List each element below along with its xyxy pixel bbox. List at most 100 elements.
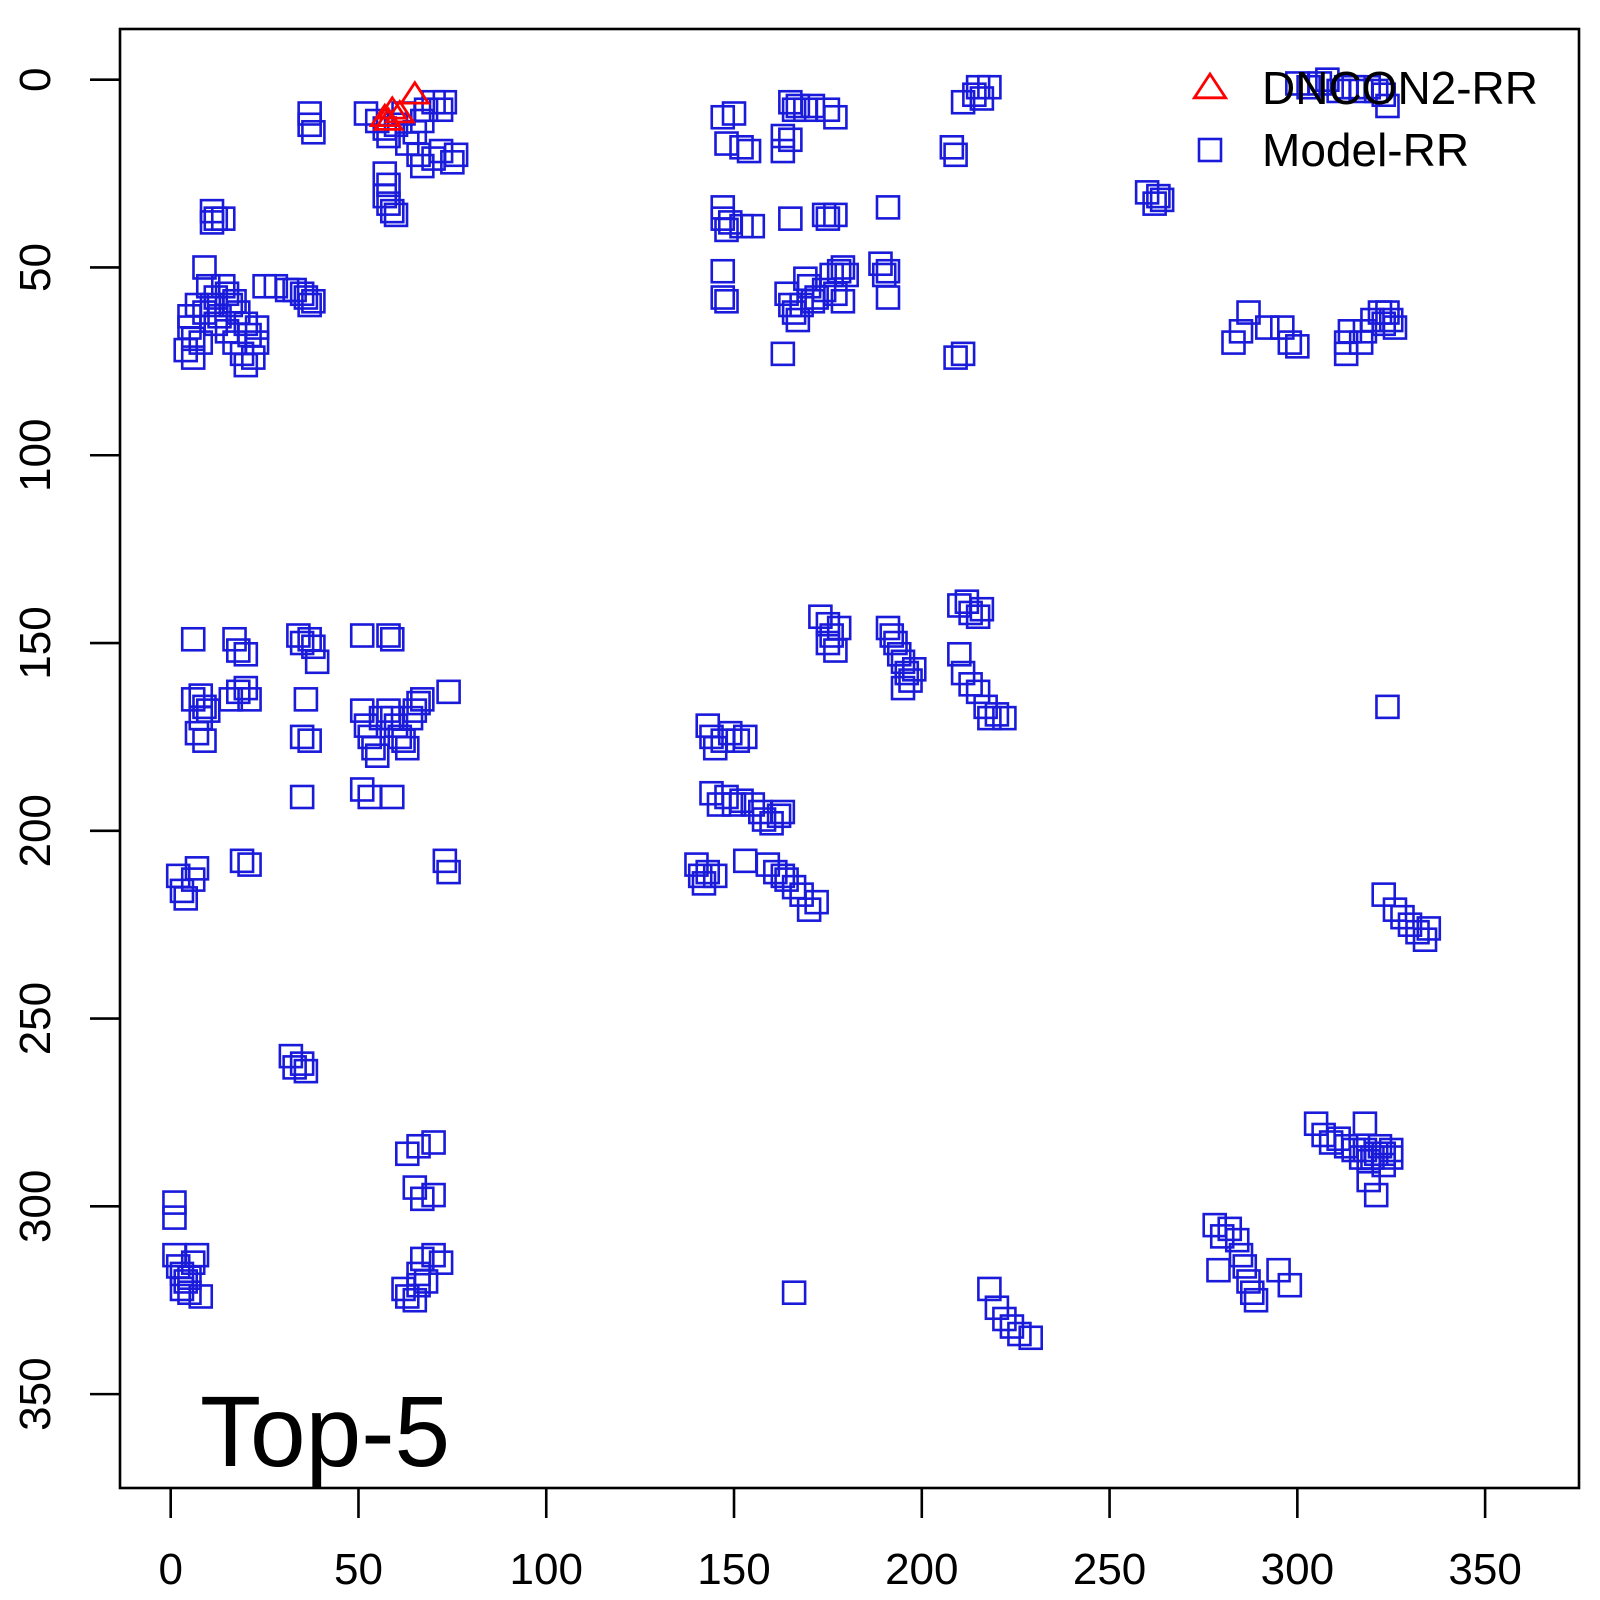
point-model-rr <box>293 1058 319 1084</box>
point-model-rr <box>1378 307 1404 333</box>
point-model-rr <box>410 687 435 712</box>
point-model-rr <box>1382 897 1408 922</box>
point-model-rr <box>830 255 856 280</box>
point-dncon2-rr <box>376 95 409 120</box>
point-model-rr <box>1232 1254 1258 1279</box>
point-model-rr <box>180 345 206 370</box>
point-model-rr <box>1416 916 1442 941</box>
point-model-rr <box>879 623 905 648</box>
point-model-rr <box>289 784 315 810</box>
point-model-rr <box>804 285 829 310</box>
point-model-rr <box>421 1242 446 1268</box>
legend-label: Model-RR <box>1262 124 1469 176</box>
point-model-rr <box>180 1250 206 1275</box>
point-model-rr <box>770 123 796 149</box>
point-model-rr <box>774 867 799 892</box>
point-model-rr <box>379 626 405 652</box>
y-tick-label: 50 <box>11 243 60 292</box>
point-model-rr <box>244 315 270 340</box>
point-model-rr <box>740 213 766 239</box>
point-model-rr <box>894 660 920 686</box>
point-model-rr <box>436 679 461 705</box>
x-tick-label: 0 <box>158 1545 182 1594</box>
point-model-rr <box>1146 183 1171 209</box>
point-model-rr <box>177 1265 202 1290</box>
y-tick-label: 250 <box>11 982 60 1055</box>
point-model-rr <box>214 281 240 307</box>
y-tick-label: 200 <box>11 794 60 867</box>
point-model-rr <box>778 206 803 231</box>
point-model-rr <box>301 119 326 145</box>
point-model-rr <box>1209 1224 1235 1249</box>
point-model-rr <box>815 630 841 656</box>
y-tick-label: 350 <box>11 1357 60 1430</box>
point-model-rr <box>421 1182 446 1208</box>
point-model-rr <box>969 596 995 622</box>
x-tick-label: 100 <box>510 1545 583 1594</box>
point-model-rr <box>192 255 217 280</box>
point-model-rr <box>1371 1141 1397 1167</box>
point-model-rr <box>823 104 848 130</box>
point-model-rr <box>349 777 375 802</box>
point-model-rr <box>939 134 965 160</box>
point-model-rr <box>301 288 326 314</box>
point-model-rr <box>349 698 375 723</box>
point-model-rr <box>1378 1137 1404 1163</box>
point-dncon2-rr <box>398 80 431 105</box>
point-model-rr <box>301 634 326 660</box>
point-model-rr <box>721 792 747 817</box>
point-model-rr <box>1206 1257 1231 1283</box>
point-model-rr <box>1224 1227 1250 1253</box>
legend: DNCON2-RR Model-RR <box>1191 62 1538 176</box>
point-model-rr <box>180 626 206 652</box>
point-model-rr <box>710 285 736 310</box>
point-model-rr <box>229 848 255 874</box>
point-model-rr <box>1382 315 1408 340</box>
x-tick-label: 50 <box>334 1545 383 1594</box>
point-model-rr <box>1277 1272 1303 1298</box>
point-model-rr <box>815 206 841 231</box>
point-model-rr <box>789 882 814 907</box>
point-model-rr <box>725 728 751 753</box>
point-model-rr <box>1018 1325 1044 1351</box>
point-model-rr <box>428 1250 454 1275</box>
point-model-rr <box>1375 694 1400 720</box>
point-model-rr <box>1243 1287 1269 1313</box>
point-model-rr <box>383 202 409 228</box>
point-model-rr <box>875 258 901 284</box>
point-model-rr <box>192 728 217 753</box>
point-model-rr <box>714 784 739 810</box>
y-tick-label: 300 <box>11 1170 60 1243</box>
point-model-rr <box>297 728 322 753</box>
point-model-rr <box>770 341 796 367</box>
point-model-rr <box>188 330 214 355</box>
point-model-rr <box>184 856 210 881</box>
point-model-rr <box>361 735 386 761</box>
point-model-rr <box>992 705 1017 731</box>
point-model-rr <box>714 217 739 243</box>
point-model-rr <box>421 1130 446 1155</box>
point-model-rr <box>173 337 199 363</box>
point-model-rr <box>714 288 739 314</box>
point-model-rr <box>736 138 762 164</box>
point-model-rr <box>1149 187 1175 213</box>
point-model-rr <box>1375 93 1400 119</box>
point-model-rr <box>293 687 319 712</box>
point-model-rr <box>721 101 747 126</box>
point-model-rr <box>1270 315 1295 340</box>
point-model-rr <box>823 202 848 228</box>
point-model-rr <box>947 641 972 667</box>
point-model-rr <box>379 784 405 810</box>
point-model-rr <box>830 288 856 314</box>
point-model-rr <box>950 341 976 367</box>
axes-layer: 0 50 100 150 200 250 300 350 0 50 100 150 200 250 300 3… <box>11 27 1581 1594</box>
point-model-rr <box>1142 191 1167 216</box>
point-model-rr <box>992 1306 1017 1332</box>
point-model-rr <box>237 852 262 877</box>
x-tick-label: 200 <box>885 1545 958 1594</box>
point-model-rr <box>962 82 987 108</box>
point-model-rr <box>289 724 315 750</box>
point-model-rr <box>162 1205 187 1230</box>
point-model-rr <box>436 859 461 885</box>
